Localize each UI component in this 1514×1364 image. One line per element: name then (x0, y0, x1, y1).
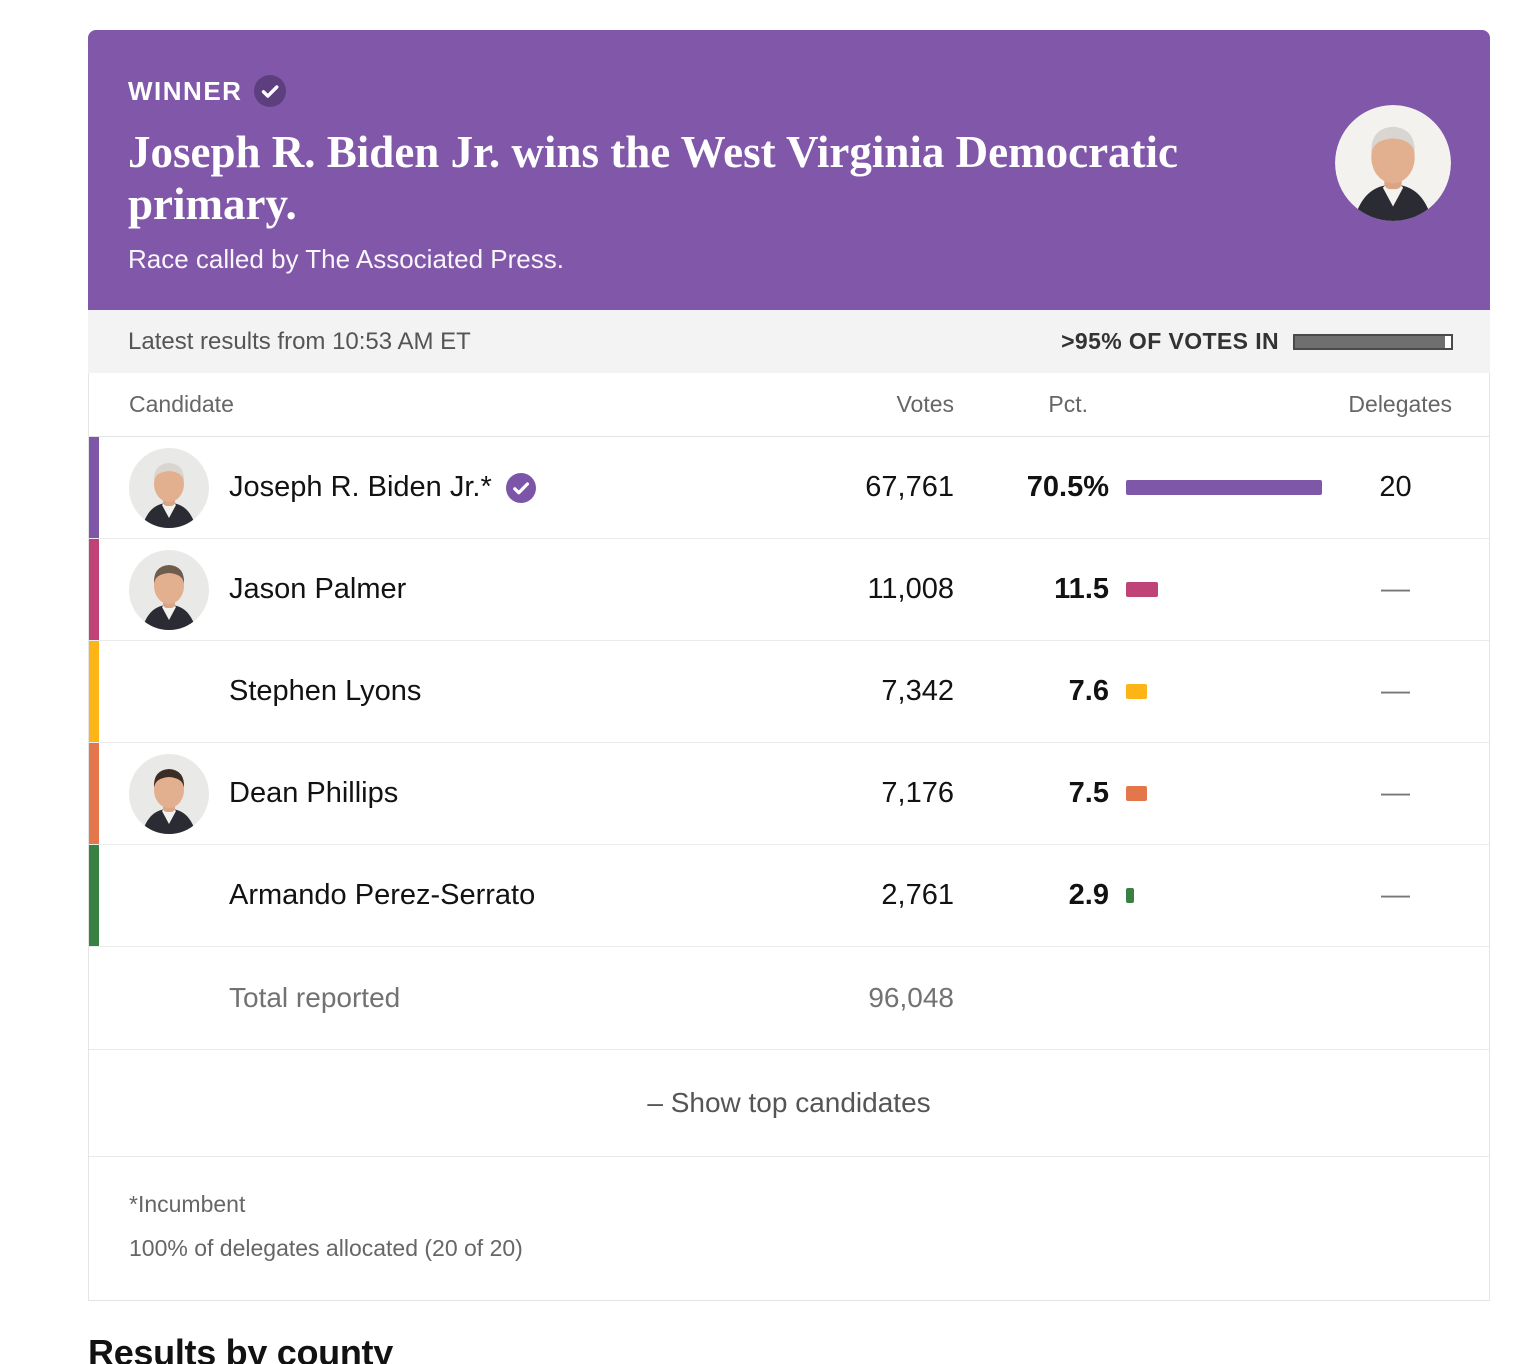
candidate-avatar (129, 753, 209, 834)
winner-photo (1335, 105, 1451, 221)
candidate-name: Joseph R. Biden Jr.* (229, 471, 492, 503)
pct-bar (1126, 786, 1147, 801)
votes-in-indicator: >95% OF VOTES IN (1061, 328, 1453, 355)
table-row: Dean Phillips 7,176 7.5 — (89, 743, 1489, 845)
candidate-name: Dean Phillips (229, 777, 399, 809)
footnote-delegates-allocated: 100% of delegates allocated (20 of 20) (129, 1234, 523, 1261)
winner-badge: WINNER (128, 74, 1450, 108)
pct-bar-cell (1109, 786, 1339, 801)
pct-bar (1126, 582, 1158, 597)
winner-label: WINNER (128, 75, 243, 106)
candidate-pct: 7.5 (1068, 777, 1109, 809)
candidate-avatar (129, 856, 209, 936)
table-row: Stephen Lyons 7,342 7.6 — (89, 641, 1489, 743)
candidate-name: Jason Palmer (229, 573, 407, 605)
candidate-votes: 11,008 (867, 573, 954, 605)
winner-check-icon (505, 472, 536, 503)
total-reported-row: Total reported 96,048 (89, 947, 1489, 1049)
avatar-image (129, 753, 209, 834)
candidate-color-stripe (89, 641, 99, 742)
candidate-name: Stephen Lyons (229, 675, 422, 707)
col-header-votes: Votes (896, 391, 954, 417)
candidate-color-stripe (89, 743, 99, 844)
col-header-delegates: Delegates (1348, 391, 1452, 417)
votes-in-label: >95% OF VOTES IN (1061, 328, 1279, 354)
pct-bar-cell (1109, 888, 1339, 903)
winner-banner: WINNER Joseph R. Biden Jr. wins the West… (88, 30, 1490, 310)
col-header-candidate: Candidate (129, 391, 234, 417)
candidate-color-stripe (89, 437, 99, 538)
candidate-color-stripe (89, 539, 99, 640)
avatar-image (129, 447, 209, 528)
pct-bar (1126, 480, 1322, 495)
candidate-pct: 2.9 (1068, 879, 1109, 911)
footnote-incumbent: *Incumbent (129, 1191, 246, 1217)
pct-bar-cell (1109, 582, 1339, 597)
candidate-pct: 11.5 (1054, 573, 1109, 605)
candidate-pct: 7.6 (1068, 675, 1109, 707)
avatar-image (129, 549, 209, 630)
last-updated-text: Latest results from 10:53 AM ET (128, 327, 471, 355)
candidate-avatar (129, 549, 209, 630)
results-table-body: Joseph R. Biden Jr.* 67,761 70.5% 20 Jas… (89, 437, 1489, 947)
candidate-votes: 7,176 (881, 777, 954, 809)
candidate-delegates: — (1381, 573, 1410, 605)
candidate-votes: 2,761 (881, 879, 954, 911)
pct-bar (1126, 684, 1147, 699)
show-top-candidates-toggle[interactable]: – Show top candidates (89, 1049, 1489, 1156)
candidate-avatar (129, 447, 209, 528)
results-table-header: Candidate Votes Pct. Delegates (89, 373, 1489, 437)
footnotes: *Incumbent 100% of delegates allocated (… (89, 1156, 1489, 1300)
table-row: Jason Palmer 11,008 11.5 — (89, 539, 1489, 641)
winner-check-icon (254, 75, 287, 107)
avatar-image (1335, 105, 1451, 221)
race-called-note: Race called by The Associated Press. (128, 244, 564, 275)
race-result-card: WINNER Joseph R. Biden Jr. wins the West… (88, 30, 1490, 1302)
votes-in-progress-bar (1293, 333, 1453, 350)
table-row: Joseph R. Biden Jr.* 67,761 70.5% 20 (89, 437, 1489, 539)
race-title: Joseph R. Biden Jr. wins the West Virgin… (128, 127, 1179, 230)
candidate-delegates: — (1381, 675, 1410, 707)
candidate-delegates: — (1381, 879, 1410, 911)
candidate-votes: 67,761 (865, 471, 954, 503)
candidate-delegates: 20 (1379, 471, 1412, 503)
candidate-color-stripe (89, 845, 99, 946)
candidate-pct: 70.5% (1026, 471, 1109, 503)
candidate-name: Armando Perez-Serrato (229, 879, 536, 911)
table-row: Armando Perez-Serrato 2,761 2.9 — (89, 845, 1489, 947)
candidate-votes: 7,342 (881, 675, 954, 707)
votes-in-progress-fill (1295, 335, 1445, 348)
results-by-county-heading: Results by county (88, 1332, 393, 1364)
pct-bar (1126, 888, 1134, 903)
total-reported-label: Total reported (229, 982, 401, 1013)
status-bar: Latest results from 10:53 AM ET >95% OF … (88, 310, 1490, 373)
candidate-delegates: — (1381, 777, 1410, 809)
pct-bar-cell (1109, 480, 1339, 495)
candidate-avatar (129, 652, 209, 732)
col-header-pct: Pct. (1048, 391, 1088, 417)
show-top-candidates-label: – Show top candidates (647, 1087, 931, 1118)
total-reported-votes: 96,048 (868, 982, 954, 1013)
pct-bar-cell (1109, 684, 1339, 699)
